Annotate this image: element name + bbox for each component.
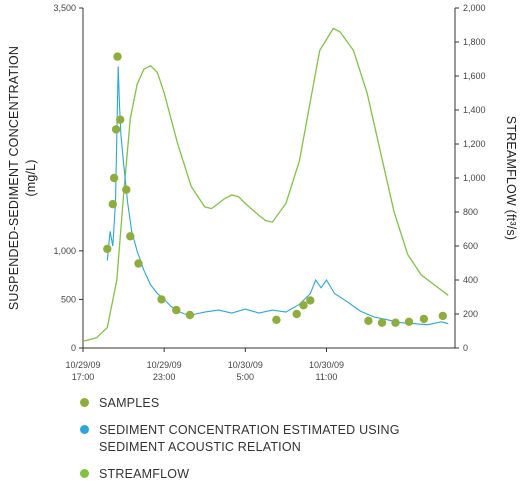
x-tick-date: 10/30/09 xyxy=(309,360,344,370)
x-tick-time: 17:00 xyxy=(72,372,95,382)
legend-dot-streamflow-icon xyxy=(80,469,89,478)
right-tick-label: 1,200 xyxy=(463,139,486,149)
right-tick-label: 1,800 xyxy=(463,37,486,47)
x-tick-time: 11:00 xyxy=(316,372,338,382)
sample-point xyxy=(108,200,118,209)
legend-dot-samples-icon xyxy=(80,398,89,407)
sample-point xyxy=(391,318,400,327)
legend-label-streamflow: STREAMFLOW xyxy=(99,467,190,481)
right-axis-title: STREAMFLOW (ft³/s) xyxy=(504,116,518,240)
sediment-concentration-line xyxy=(106,66,449,326)
sample-point xyxy=(404,317,414,326)
legend-label-samples: SAMPLES xyxy=(99,396,160,410)
right-tick-label: 1,600 xyxy=(463,71,486,81)
right-tick-label: 1,000 xyxy=(463,173,486,183)
sample-point xyxy=(272,315,281,324)
chart: 0 500 1,000 3,500 0 200 400 600 800 1,000 1,200 1,4… xyxy=(7,3,518,382)
sample-point xyxy=(306,296,315,305)
right-tick-label: 2,000 xyxy=(463,3,486,13)
legend: SAMPLES SEDIMENT CONCENTRATION ESTIMATED… xyxy=(80,395,500,493)
sample-point xyxy=(377,318,387,327)
x-tick-time: 5:00 xyxy=(237,372,255,382)
sample-point xyxy=(111,125,121,134)
left-axis-unit: (mg/L) xyxy=(24,159,38,196)
right-tick-label: 1,400 xyxy=(463,105,486,115)
sample-point xyxy=(172,305,181,315)
left-tick-label: 1,000 xyxy=(53,246,76,256)
sample-point xyxy=(113,52,122,61)
sample-point xyxy=(419,314,429,324)
x-tick-date: 10/30/09 xyxy=(228,360,263,370)
legend-dot-sediment-icon xyxy=(80,425,89,434)
sample-point xyxy=(116,115,125,124)
sample-point xyxy=(126,232,135,241)
right-tick-label: 200 xyxy=(463,309,478,319)
right-tick-label: 0 xyxy=(463,343,468,353)
left-axis-title: SUSPENDED-SEDIMENT CONCENTRATION xyxy=(7,46,21,310)
sample-point xyxy=(122,185,131,194)
sample-point xyxy=(157,295,166,304)
x-tick-date: 10/29/09 xyxy=(65,360,100,370)
sample-point xyxy=(103,244,112,254)
right-tick-label: 800 xyxy=(463,207,478,217)
left-tick-label: 0 xyxy=(71,343,76,353)
legend-item-samples: SAMPLES xyxy=(80,395,500,412)
left-tick-label: 3,500 xyxy=(53,3,76,13)
streamflow-line xyxy=(82,27,449,342)
sample-point xyxy=(292,309,301,319)
x-tick-time: 23:00 xyxy=(153,372,176,382)
left-tick-label: 500 xyxy=(61,294,76,304)
legend-item-sediment-concentration: SEDIMENT CONCENTRATION ESTIMATED USING S… xyxy=(80,422,500,456)
right-tick-label: 600 xyxy=(463,241,478,251)
x-tick-date: 10/29/09 xyxy=(147,360,182,370)
right-tick-label: 400 xyxy=(463,275,478,285)
legend-label-sediment: SEDIMENT CONCENTRATION ESTIMATED USING S… xyxy=(99,423,400,454)
sample-point xyxy=(438,311,447,321)
legend-item-streamflow: STREAMFLOW xyxy=(80,466,500,483)
sample-point xyxy=(109,173,119,183)
sample-point xyxy=(364,316,373,325)
sample-point xyxy=(185,310,195,320)
sample-point xyxy=(134,259,143,268)
sample-point xyxy=(299,301,308,310)
